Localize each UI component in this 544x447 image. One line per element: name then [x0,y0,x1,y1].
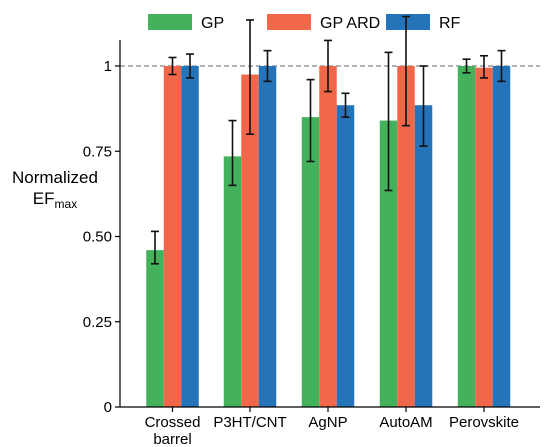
bar-gp-ard-3 [397,66,415,407]
bar-gp-2 [301,117,320,408]
legend-label: GP ARD [320,15,380,32]
y-axis-label-line2: EFmax [33,189,77,211]
y-axis-label-line1: Normalized [12,168,98,187]
x-tick-label-4: Perovskite [449,414,519,431]
x-tick-label-0: Crossed [145,414,201,431]
y-tick-label-2: 0.50 [83,229,112,246]
bar-gp-ard-1 [241,74,259,408]
error-bar-gp-4 [462,58,471,74]
bar-gp-3 [379,120,398,407]
y-tick-label-4: 1 [104,58,112,75]
error-bar-gp-ard-1 [246,19,254,135]
legend-item-gp: GP [148,14,224,32]
error-bar-rf-3 [419,65,428,147]
bar-rf-0 [181,66,199,407]
bars-group [146,66,511,408]
x-tick-label-2: AgNP [308,414,347,431]
error-bar-gp-0 [151,230,159,265]
x-tick-label-1: P3HT/CNT [213,414,286,431]
bar-gp-1 [223,156,242,407]
bar-gp-0 [146,250,164,407]
bar-rf-4 [492,66,511,407]
x-tick-label-0-line2: barrel [153,431,191,447]
y-ticks-group: 0 0.25 0.50 0.75 1 [83,58,120,416]
bar-gp-ard-2 [319,66,337,407]
bar-gp-ard-4 [475,67,493,407]
error-bar-gp-1 [228,119,237,187]
bar-rf-2 [336,105,355,407]
y-tick-label-0: 0 [104,399,112,416]
legend-swatch [386,14,430,30]
error-bar-rf-0 [186,53,194,79]
error-bar-gp-ard-0 [168,56,177,76]
bar-gp-4 [457,66,476,407]
error-bar-gp-ard-3 [402,15,410,127]
error-bar-rf-1 [263,49,272,83]
x-tick-label-3: AutoAM [379,414,432,431]
legend-item-rf: RF [386,14,461,32]
bar-rf-3 [414,105,433,407]
error-bar-rf-4 [497,49,506,83]
error-bar-gp-3 [384,51,393,192]
error-bar-rf-2 [341,92,350,118]
error-bar-gp-ard-2 [324,39,332,93]
legend-swatch [148,14,192,30]
legend-label: GP [201,15,224,32]
legend: GP GP ARD RF [148,14,461,32]
axes-group [119,40,540,408]
y-axis-label: Normalized EFmax [12,168,98,211]
legend-swatch [267,14,311,30]
bar-gp-ard-0 [163,66,182,407]
legend-item-gp-ard: GP ARD [267,14,380,32]
y-tick-label-3: 0.75 [83,143,112,160]
y-tick-label-1: 0.25 [83,314,112,331]
error-bars-group [151,15,506,265]
bar-rf-1 [258,66,277,407]
error-bar-gp-ard-4 [480,54,488,79]
legend-label: RF [439,15,461,32]
error-bar-gp-2 [306,78,315,163]
